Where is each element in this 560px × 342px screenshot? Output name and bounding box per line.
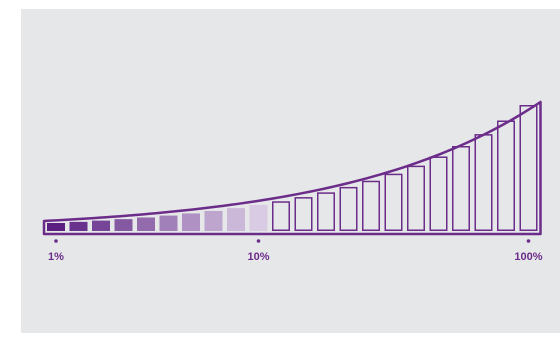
scale-bar [429,156,448,232]
scale-bar [519,105,538,231]
scale-bar [317,192,335,232]
tick-group: 1% 10% 100% [48,239,543,263]
scale-bar [137,217,155,231]
panel-background [21,9,560,333]
tick-label: 10% [247,251,269,263]
scale-bar [407,165,425,231]
tick-dot [526,239,531,243]
scale-bar [159,215,178,231]
scale-bar [272,201,290,231]
scale-bar [69,221,88,231]
scale-bar [92,220,110,231]
scale-bar [47,223,65,231]
scale-bar [497,120,515,231]
diagram-panel: 1% 10% 100% [21,9,560,333]
exponential-curve-outline [42,100,542,236]
tick-label: 100% [514,251,542,263]
exponential-scale-diagram: 1% 10% 100% [21,9,560,333]
scale-bar [339,186,358,231]
scale-bar [204,210,223,231]
scale-bar [294,197,313,231]
tick-dot [54,239,58,243]
scale-bar [227,208,245,231]
tick-dot [256,239,261,243]
scale-bar [384,173,403,231]
scale-bar [114,219,133,231]
scale-bar [362,180,380,231]
scale-bar [249,204,268,231]
scale-bar [452,146,470,232]
bar-group [47,105,538,232]
tick-label: 1% [48,251,64,263]
scale-bar [182,213,200,231]
